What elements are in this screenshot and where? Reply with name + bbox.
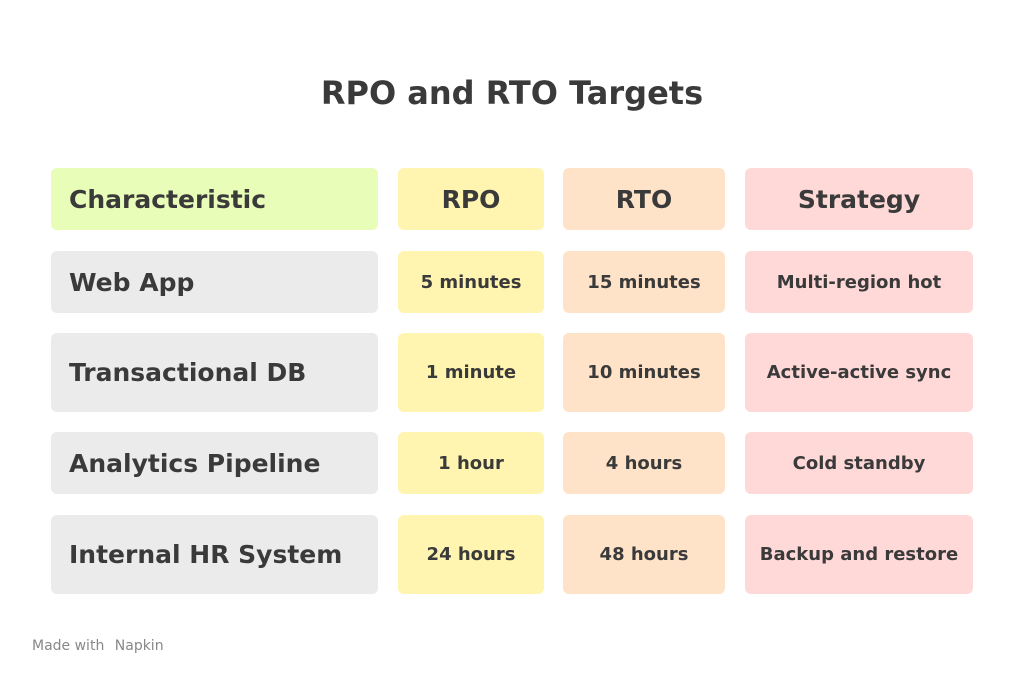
- table-cell: Internal HR System: [51, 515, 378, 594]
- table-cell: Backup and restore: [745, 515, 973, 594]
- table-cell: 4 hours: [563, 432, 725, 494]
- made-with: Made with: [32, 638, 105, 654]
- table-cell: Transactional DB: [51, 333, 378, 412]
- table-cell: Cold standby: [745, 432, 973, 494]
- table-cell: Analytics Pipeline: [51, 432, 378, 494]
- table-cell: RPO: [398, 168, 544, 230]
- brand: Napkin: [114, 638, 164, 654]
- table-cell: 24 hours: [398, 515, 544, 594]
- table-cell: 1 minute: [398, 333, 544, 412]
- table-cell: 15 minutes: [563, 251, 725, 313]
- table-cell: Characteristic: [51, 168, 378, 230]
- table-cell: RTO: [563, 168, 725, 230]
- footer: Made with Napkin: [32, 638, 164, 654]
- table-cell: Strategy: [745, 168, 973, 230]
- table-cell: Web App: [51, 251, 378, 313]
- table-cell: Multi-region hot: [745, 251, 973, 313]
- table-cell: 48 hours: [563, 515, 725, 594]
- table-cell: 5 minutes: [398, 251, 544, 313]
- table-cell: Active-active sync: [745, 333, 973, 412]
- table-cell: 10 minutes: [563, 333, 725, 412]
- title: RPO and RTO Targets: [320, 74, 704, 112]
- table-cell: 1 hour: [398, 432, 544, 494]
